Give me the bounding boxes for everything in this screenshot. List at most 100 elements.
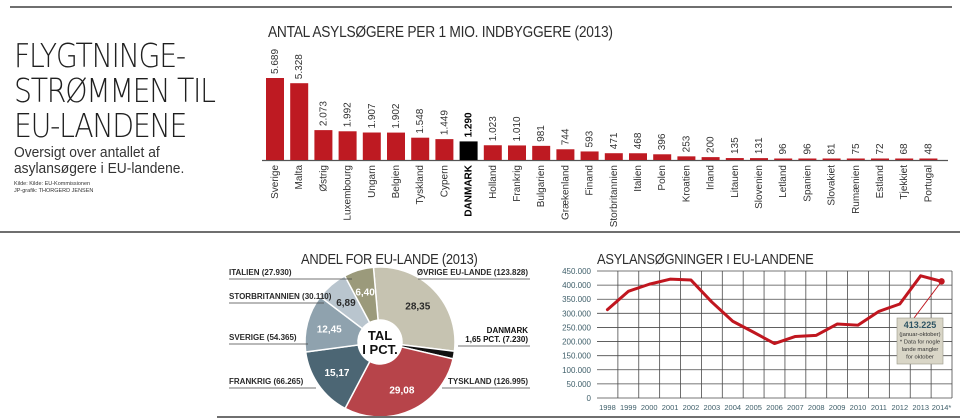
bar-rumænien <box>846 158 865 160</box>
line-chart-ytick-label: 150.000 <box>562 352 591 361</box>
bar-grækenland <box>556 149 575 160</box>
pie-chart: 28,35 29,08 15,17 12,45 6,896,40 TALI PCT. ITA… <box>229 266 530 416</box>
bar-value-label: 1.907 <box>367 103 378 128</box>
line-chart-ytick-label: 350.000 <box>562 295 591 304</box>
bar-letland <box>774 158 793 160</box>
bar-value-label: 68 <box>899 143 910 155</box>
main-title-line: STRØMMEN TIL <box>14 71 216 110</box>
annotation-note-line: for oktober <box>906 355 934 361</box>
bar-category-label: Rumænien <box>851 165 862 214</box>
bar-value-label: 468 <box>633 132 644 149</box>
line-chart-xtick-label: 2001 <box>662 403 679 412</box>
bar-category-label: Litauen <box>730 165 741 198</box>
pie-slice-tyskland <box>344 346 454 416</box>
bar-sverige <box>266 78 284 160</box>
pie-legend-label: ITALIEN (27.930) <box>229 268 292 277</box>
bar-value-label: 981 <box>536 125 547 142</box>
bar-value-label: 1.548 <box>415 108 426 133</box>
main-title-line: EU-LANDENE <box>14 106 187 145</box>
bar-category-label: Irland <box>706 165 717 190</box>
bar-estland <box>871 158 889 160</box>
bar-value-label: 75 <box>851 143 862 155</box>
bar-slovenien <box>750 158 768 160</box>
pie-slice-øvrige-eu-lande <box>372 266 456 353</box>
title-block: FLYGTNINGE- STRØMMEN TIL EU-LANDENE Over… <box>14 38 244 195</box>
bar-irland <box>701 157 720 160</box>
bar-category-label: Belgien <box>391 165 402 198</box>
pie-legend-label: ØVRIGE EU-LANDE (123.828) <box>417 268 528 277</box>
pie-legend-label: SVERIGE (54.365) <box>229 333 297 342</box>
line-chart-xtick-label: 2007 <box>787 403 804 412</box>
bar-portugal <box>919 158 938 160</box>
line-chart-xtick-label: 2009 <box>829 403 846 412</box>
bar-category-label: Estland <box>875 165 886 198</box>
bar-category-label: Storbritannien <box>609 165 620 227</box>
pie-chart-title: ANDEL FOR EU-LANDE (2013) <box>301 251 478 268</box>
line-chart-ytick-label: 450.000 <box>562 267 591 276</box>
bar-value-label: 253 <box>681 135 692 152</box>
line-chart-title: ASYLANSØGNINGER I EU-LANDENE <box>597 251 814 268</box>
line-series-asylansogninger <box>605 274 944 346</box>
pie-slice-label: 6,89 <box>336 298 356 309</box>
annotation-note-line: * Data for nogle <box>900 340 940 346</box>
bar-danmark <box>459 141 478 160</box>
bar-bulgarien <box>532 145 551 160</box>
bottom-rule <box>217 416 960 418</box>
line-chart-ytick-label: 100.000 <box>562 366 591 375</box>
bar-value-label: 96 <box>802 143 813 155</box>
bar-category-label: Tyskland <box>415 165 426 204</box>
source-credit: Kilde: Kilde: EU-Kommissionen JP-grafik:… <box>14 181 244 195</box>
pie-center-label: I PCT. <box>362 342 397 357</box>
line-chart-ytick-label: 300.000 <box>562 309 591 318</box>
bar-value-label: 1.010 <box>512 116 523 141</box>
bar-spanien <box>798 158 817 160</box>
bar-category-label: Frankrig <box>512 165 523 202</box>
bar-østrig <box>314 130 333 160</box>
line-chart-xtick-label: 2004 <box>724 403 741 412</box>
bar-value-label: 396 <box>657 133 668 150</box>
bar-category-label: Letland <box>778 165 789 198</box>
bar-ungarn <box>362 132 381 160</box>
bar-value-label: 1.449 <box>439 110 450 135</box>
bar-value-label: 96 <box>778 143 789 155</box>
bar-category-label: Finand <box>585 165 596 196</box>
bar-category-label: Portugal <box>923 165 934 202</box>
pie-legend-label: TYSKLAND (126.995) <box>448 377 528 386</box>
subtitle: Oversigt over antallet af asylansøgere i… <box>14 145 226 177</box>
line-chart-xtick-label: 1998 <box>599 403 616 412</box>
bar-cypern <box>435 139 454 160</box>
middle-rule <box>0 231 960 233</box>
line-chart-ytick-label: 400.000 <box>562 281 591 290</box>
bar-holland <box>483 145 502 160</box>
bar-value-label: 135 <box>730 137 741 154</box>
bar-category-label: Grækenland <box>560 165 571 220</box>
bar-value-label: 1.290 <box>464 112 475 137</box>
annotation-note-line: (januar-oktober) <box>899 332 940 338</box>
bar-finand <box>580 151 599 160</box>
bar-value-label: 1.992 <box>343 102 354 127</box>
line-chart-xtick-label: 2013 <box>912 403 929 412</box>
line-chart-xtick-label: 1999 <box>620 403 637 412</box>
bar-litauen <box>725 158 744 160</box>
annotation-pointer <box>913 281 942 319</box>
pie-legend-label: STORBRITANNIEN (30.110) <box>229 292 332 301</box>
pie-slice-italien <box>343 266 379 324</box>
line-chart-xtick-label: 2012 <box>891 403 908 412</box>
bar-category-label: Ungarn <box>367 165 378 198</box>
bar-category-label: DANMARK <box>464 164 475 216</box>
bar-value-label: 744 <box>560 128 571 145</box>
line-chart: 0 50.000 100.000 150.000 200.000 250.000 300.0… <box>562 267 953 412</box>
bar-storbritannien <box>604 153 623 160</box>
bar-value-label: 471 <box>609 132 620 149</box>
line-chart-xtick-label: 2008 <box>808 403 825 412</box>
line-chart-xtick-label: 2000 <box>641 403 658 412</box>
bar-value-label: 48 <box>923 143 934 155</box>
bar-italien <box>629 153 647 160</box>
bar-polen <box>653 154 672 160</box>
pie-legend-label: FRANKRIG (66.265) <box>229 377 304 386</box>
line-chart-xtick-label: 2002 <box>683 403 700 412</box>
line-chart-xtick-label: 2014* <box>932 403 952 412</box>
bar-value-label: 1.023 <box>488 116 499 141</box>
line-chart-xtick-label: 2011 <box>871 403 887 412</box>
subtitle-line: asylansøgere i EU-landene. <box>14 160 185 177</box>
